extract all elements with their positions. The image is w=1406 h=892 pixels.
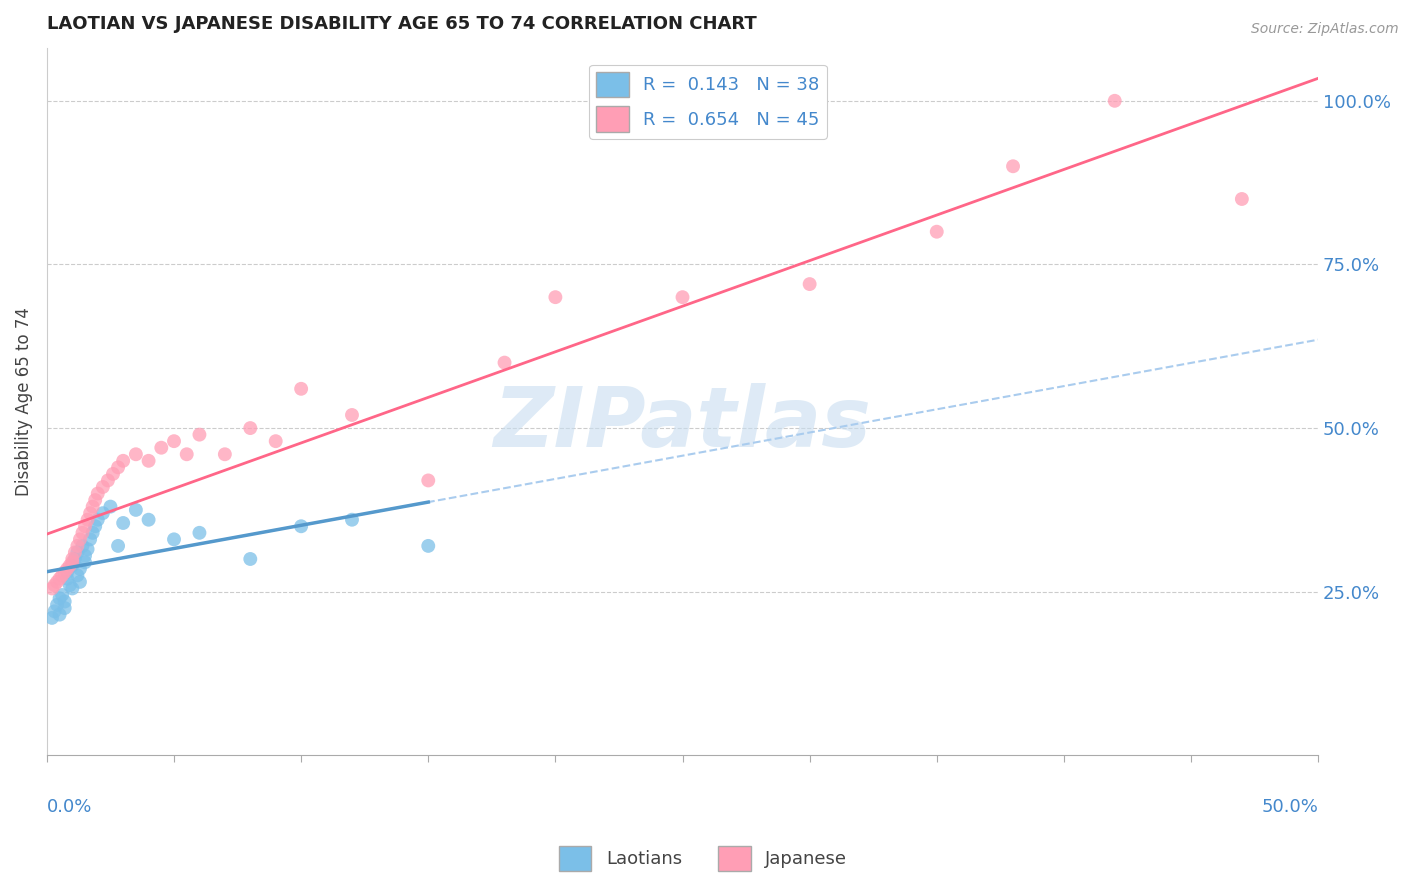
Point	[214, 447, 236, 461]
Point	[66, 545, 89, 559]
Point	[72, 539, 94, 553]
Point	[91, 480, 114, 494]
Point	[138, 513, 160, 527]
Point	[1104, 94, 1126, 108]
Point	[59, 558, 82, 573]
Point	[340, 513, 363, 527]
Point	[69, 533, 91, 547]
Point	[290, 382, 312, 396]
Point	[418, 474, 440, 488]
Text: Source: ZipAtlas.com: Source: ZipAtlas.com	[1251, 22, 1399, 37]
Point	[138, 454, 160, 468]
Point	[60, 558, 83, 573]
Point	[87, 486, 110, 500]
Point	[41, 582, 63, 596]
Point	[56, 572, 79, 586]
Point	[79, 506, 101, 520]
Point	[56, 562, 79, 576]
Point	[48, 607, 70, 622]
Point	[1002, 159, 1025, 173]
Point	[76, 542, 98, 557]
Point	[44, 578, 66, 592]
Point	[188, 427, 211, 442]
Point	[69, 574, 91, 589]
Point	[84, 493, 107, 508]
Point	[100, 500, 122, 514]
Point	[69, 562, 91, 576]
Point	[48, 572, 70, 586]
Point	[1230, 192, 1253, 206]
Point	[87, 513, 110, 527]
Point	[188, 525, 211, 540]
Point	[239, 552, 262, 566]
Point	[63, 552, 86, 566]
Point	[82, 525, 104, 540]
Point	[544, 290, 567, 304]
Point	[56, 565, 79, 579]
Point	[63, 545, 86, 559]
Point	[53, 565, 76, 579]
Point	[66, 539, 89, 553]
Point	[239, 421, 262, 435]
Point	[125, 447, 148, 461]
Y-axis label: Disability Age 65 to 74: Disability Age 65 to 74	[15, 308, 32, 496]
Text: 0.0%: 0.0%	[46, 797, 93, 816]
Point	[73, 555, 96, 569]
Point	[84, 519, 107, 533]
Point	[799, 277, 821, 291]
Point	[51, 568, 73, 582]
Point	[418, 539, 440, 553]
Point	[290, 519, 312, 533]
Point	[101, 467, 124, 481]
Point	[72, 525, 94, 540]
Point	[91, 506, 114, 520]
Point	[59, 578, 82, 592]
Text: LAOTIAN VS JAPANESE DISABILITY AGE 65 TO 74 CORRELATION CHART: LAOTIAN VS JAPANESE DISABILITY AGE 65 TO…	[46, 15, 756, 33]
Point	[53, 594, 76, 608]
Point	[60, 582, 83, 596]
Point	[112, 454, 135, 468]
Point	[340, 408, 363, 422]
Point	[671, 290, 693, 304]
Point	[73, 549, 96, 563]
Point	[46, 574, 69, 589]
Point	[73, 519, 96, 533]
Point	[41, 611, 63, 625]
Point	[264, 434, 287, 449]
Point	[150, 441, 173, 455]
Point	[48, 591, 70, 606]
Text: 50.0%: 50.0%	[1261, 797, 1319, 816]
Point	[51, 588, 73, 602]
Point	[53, 601, 76, 615]
Point	[163, 533, 186, 547]
Point	[163, 434, 186, 449]
Legend: Laotians, Japanese: Laotians, Japanese	[551, 838, 855, 879]
Legend: R =  0.143   N = 38, R =  0.654   N = 45: R = 0.143 N = 38, R = 0.654 N = 45	[589, 64, 827, 139]
Point	[494, 356, 516, 370]
Text: ZIPatlas: ZIPatlas	[494, 383, 872, 464]
Point	[79, 533, 101, 547]
Point	[125, 503, 148, 517]
Point	[112, 516, 135, 530]
Point	[44, 604, 66, 618]
Point	[76, 513, 98, 527]
Point	[46, 598, 69, 612]
Point	[60, 555, 83, 569]
Point	[176, 447, 198, 461]
Point	[107, 460, 129, 475]
Point	[66, 568, 89, 582]
Point	[925, 225, 948, 239]
Point	[107, 539, 129, 553]
Point	[82, 500, 104, 514]
Point	[60, 552, 83, 566]
Point	[97, 474, 120, 488]
